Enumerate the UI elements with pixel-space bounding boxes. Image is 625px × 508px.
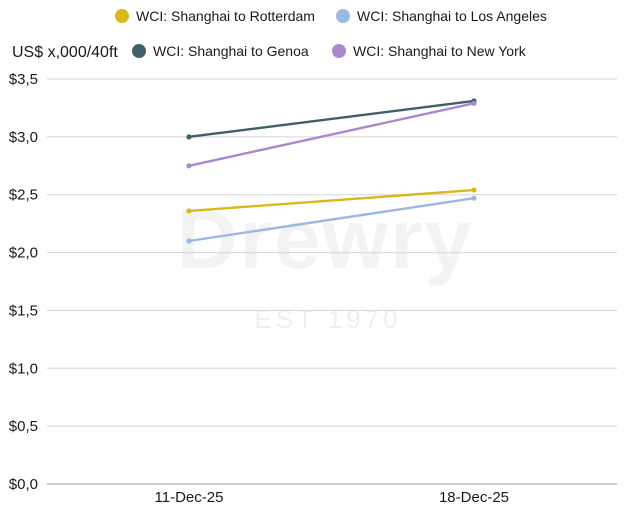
legend-label: WCI: Shanghai to Los Angeles — [357, 8, 547, 24]
legend-label: WCI: Shanghai to Genoa — [153, 43, 309, 59]
watermark: Drewry EST 1970 — [177, 192, 472, 334]
legend-marker — [115, 9, 129, 23]
series-lines — [186, 98, 477, 244]
y-tick-label: $2,0 — [9, 245, 38, 262]
y-axis-ticks: $0,0 $0,5 $1,0 $1,5 $2,0 $2,5 $3,0 $3,5 — [9, 71, 38, 493]
data-point — [471, 195, 477, 201]
data-point — [186, 208, 192, 214]
legend: WCI: Shanghai to Rotterdam WCI: Shanghai … — [115, 8, 547, 59]
y-axis-unit-label: US$ x,000/40ft — [12, 44, 118, 61]
gridlines — [47, 78, 617, 485]
legend-marker — [336, 9, 350, 23]
y-tick-label: $3,0 — [9, 129, 38, 146]
watermark-tagline: EST 1970 — [254, 304, 401, 334]
series-line — [187, 99, 476, 139]
series-4 — [186, 100, 477, 169]
series-line — [187, 188, 476, 213]
y-tick-label: $0,5 — [9, 418, 38, 435]
legend-label: WCI: Shanghai to New York — [353, 43, 527, 59]
legend-label: WCI: Shanghai to Rotterdam — [136, 8, 315, 24]
data-point — [186, 238, 192, 244]
series-2 — [186, 195, 477, 244]
data-point — [186, 134, 192, 140]
series-line — [187, 102, 476, 167]
series-line — [187, 196, 476, 243]
legend-marker — [132, 44, 146, 58]
y-tick-label: $1,0 — [9, 360, 38, 377]
y-tick-label: $0,0 — [9, 476, 38, 493]
legend-marker — [332, 44, 346, 58]
x-axis-ticks: 11-Dec-25 18-Dec-25 — [155, 489, 509, 506]
data-point — [471, 187, 477, 193]
y-tick-label: $1,5 — [9, 302, 38, 319]
series-1 — [186, 187, 477, 214]
y-tick-label: $2,5 — [9, 187, 38, 204]
series-3 — [186, 98, 477, 140]
x-tick-label: 18-Dec-25 — [439, 489, 509, 506]
data-point — [186, 163, 192, 169]
x-tick-label: 11-Dec-25 — [155, 489, 224, 506]
y-tick-label: $3,5 — [9, 71, 38, 88]
data-point — [471, 100, 477, 106]
